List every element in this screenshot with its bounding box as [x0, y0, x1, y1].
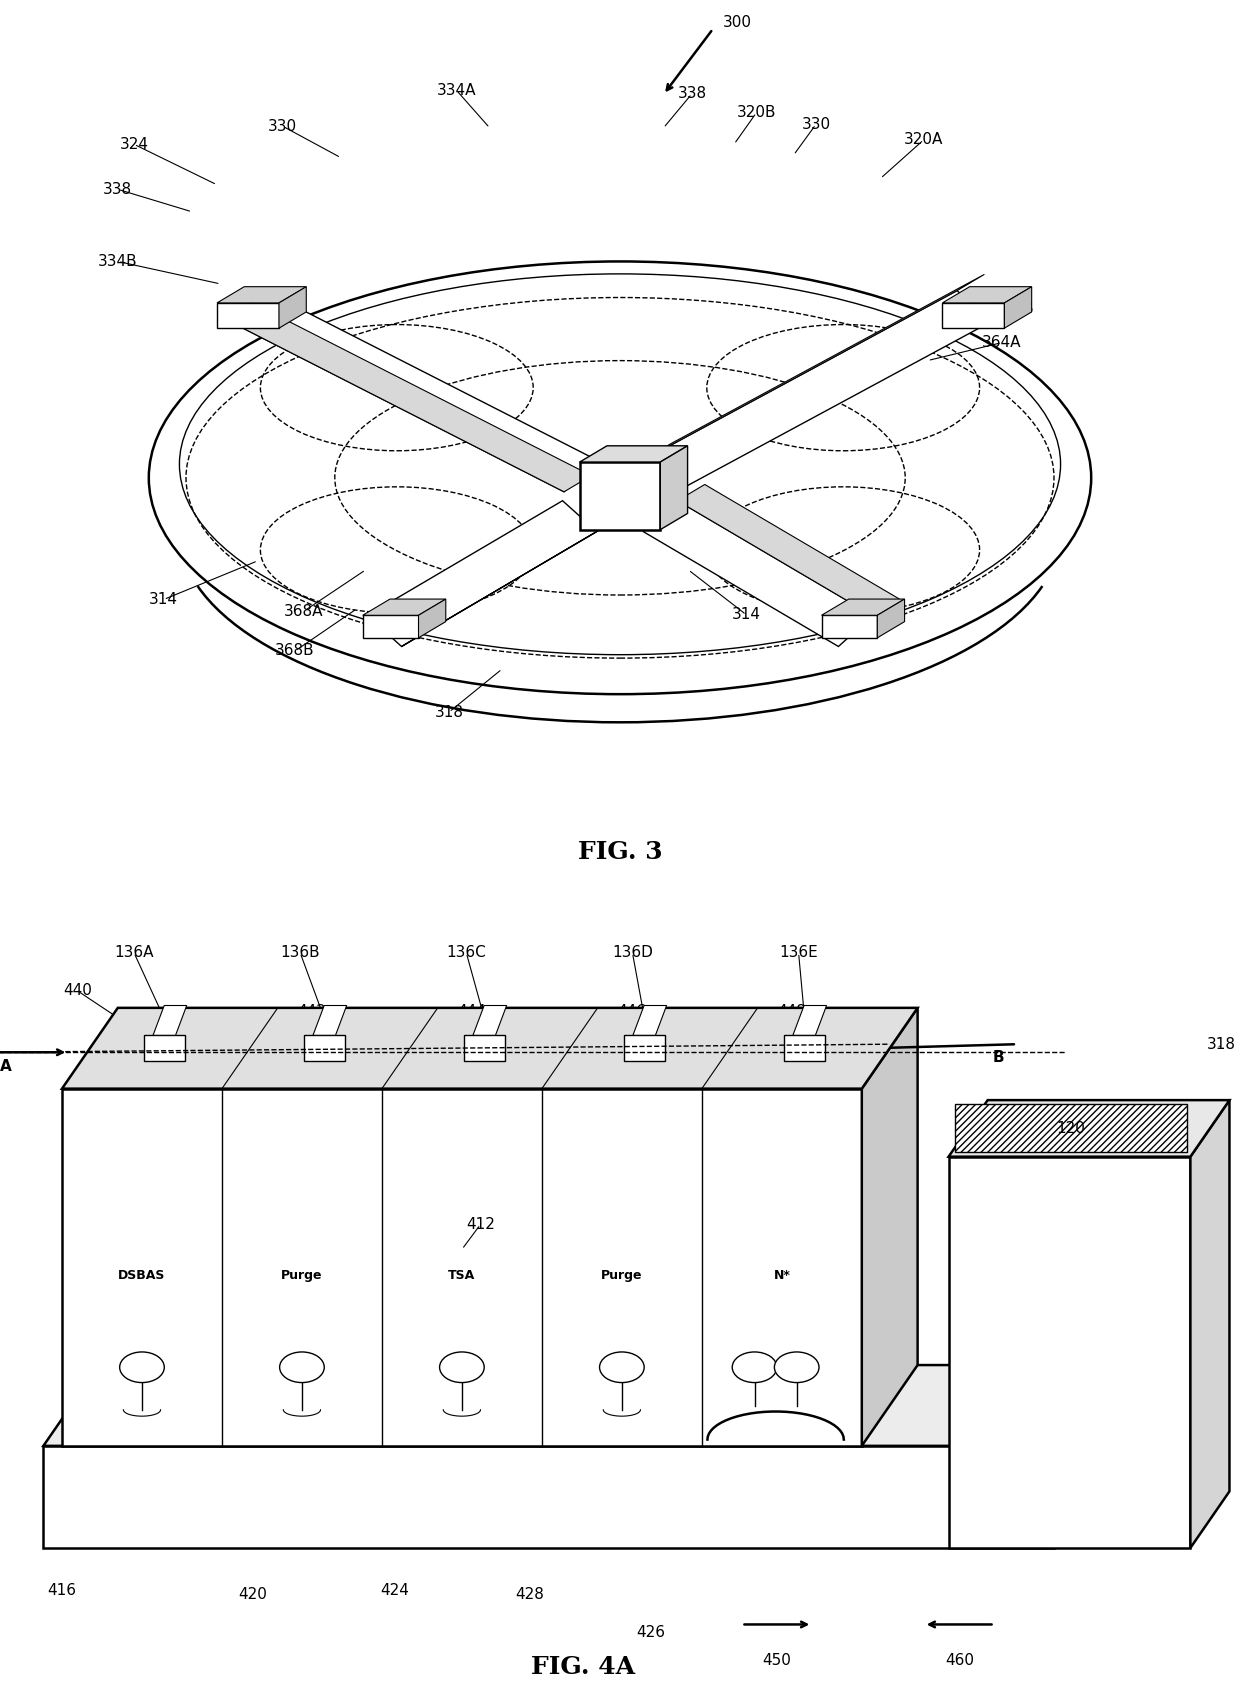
- Bar: [955, 1104, 1187, 1153]
- Text: 136E: 136E: [779, 946, 818, 959]
- Polygon shape: [217, 287, 306, 303]
- Text: A: A: [0, 1058, 12, 1073]
- Polygon shape: [580, 463, 660, 529]
- Polygon shape: [144, 1036, 185, 1061]
- Text: 428: 428: [515, 1587, 544, 1602]
- Polygon shape: [878, 599, 905, 638]
- Polygon shape: [580, 446, 687, 463]
- Text: 338: 338: [677, 87, 707, 102]
- Text: 330: 330: [268, 119, 298, 134]
- Text: 136C: 136C: [446, 946, 486, 959]
- Polygon shape: [362, 616, 419, 638]
- Text: 334A: 334A: [436, 83, 476, 97]
- Text: 426: 426: [636, 1626, 665, 1640]
- Polygon shape: [644, 274, 985, 459]
- Polygon shape: [624, 1036, 665, 1061]
- Polygon shape: [43, 1364, 1110, 1446]
- Text: Purge: Purge: [281, 1269, 322, 1283]
- Text: 314: 314: [732, 607, 761, 623]
- Text: 136B: 136B: [280, 946, 320, 959]
- Text: FIG. 3: FIG. 3: [578, 840, 662, 864]
- Polygon shape: [949, 1157, 1190, 1548]
- Polygon shape: [822, 599, 905, 616]
- Polygon shape: [279, 287, 306, 328]
- Polygon shape: [1004, 287, 1032, 328]
- Circle shape: [439, 1352, 484, 1383]
- Text: DSBAS: DSBAS: [118, 1269, 166, 1283]
- Polygon shape: [43, 1446, 1054, 1548]
- Polygon shape: [660, 446, 687, 529]
- Text: TSA: TSA: [449, 1269, 475, 1283]
- Polygon shape: [942, 287, 1032, 303]
- Text: 136A: 136A: [114, 946, 154, 959]
- Text: FIG. 4A: FIG. 4A: [531, 1655, 635, 1679]
- Polygon shape: [402, 515, 624, 646]
- Text: B: B: [992, 1051, 1004, 1065]
- Text: 364A: 364A: [982, 335, 1022, 350]
- Text: 136D: 136D: [613, 946, 652, 959]
- Text: 440: 440: [63, 983, 92, 998]
- Circle shape: [599, 1352, 645, 1383]
- Text: 320B: 320B: [737, 105, 776, 121]
- Text: 444: 444: [458, 1004, 486, 1019]
- Polygon shape: [472, 1005, 507, 1036]
- Polygon shape: [232, 291, 595, 492]
- Circle shape: [732, 1352, 776, 1383]
- Text: 324: 324: [119, 136, 149, 151]
- Polygon shape: [62, 1007, 918, 1089]
- Polygon shape: [677, 485, 900, 616]
- Text: 320A: 320A: [904, 133, 944, 148]
- Polygon shape: [949, 1101, 1229, 1157]
- Text: 450: 450: [761, 1653, 791, 1667]
- Polygon shape: [644, 291, 990, 492]
- Text: 314: 314: [149, 592, 179, 607]
- Text: 416: 416: [47, 1584, 77, 1597]
- Polygon shape: [362, 599, 446, 616]
- Polygon shape: [644, 500, 873, 646]
- Text: 446: 446: [618, 1004, 646, 1019]
- Text: 364B: 364B: [994, 301, 1034, 316]
- Polygon shape: [419, 599, 446, 638]
- Circle shape: [119, 1352, 164, 1383]
- Polygon shape: [792, 1005, 827, 1036]
- Polygon shape: [217, 303, 279, 328]
- Text: 318: 318: [1207, 1036, 1236, 1051]
- Circle shape: [279, 1352, 325, 1383]
- Polygon shape: [784, 1036, 825, 1061]
- Text: 368A: 368A: [284, 604, 324, 619]
- Polygon shape: [62, 1089, 862, 1446]
- Polygon shape: [232, 306, 591, 492]
- Text: 460: 460: [945, 1653, 975, 1667]
- Text: 120: 120: [1056, 1121, 1085, 1136]
- Text: 412: 412: [466, 1216, 495, 1232]
- Polygon shape: [822, 616, 878, 638]
- Text: 424: 424: [379, 1584, 409, 1597]
- Text: N*: N*: [774, 1269, 790, 1283]
- Text: 338: 338: [103, 182, 133, 197]
- Circle shape: [774, 1352, 818, 1383]
- Text: 318: 318: [434, 704, 464, 720]
- Text: 300: 300: [723, 15, 753, 31]
- Text: 334B: 334B: [98, 253, 138, 269]
- Polygon shape: [304, 1036, 345, 1061]
- Text: 448: 448: [777, 1004, 806, 1019]
- Polygon shape: [632, 1005, 667, 1036]
- Polygon shape: [1190, 1101, 1229, 1548]
- Polygon shape: [942, 303, 1004, 328]
- Text: Purge: Purge: [601, 1269, 642, 1283]
- Text: 330: 330: [801, 117, 831, 133]
- Text: 420: 420: [238, 1587, 268, 1602]
- Polygon shape: [153, 1005, 187, 1036]
- Text: 442: 442: [298, 1004, 326, 1019]
- Polygon shape: [367, 500, 596, 646]
- Text: 368B: 368B: [275, 643, 315, 658]
- Polygon shape: [1054, 1364, 1110, 1548]
- Polygon shape: [464, 1036, 505, 1061]
- Polygon shape: [862, 1007, 918, 1446]
- Polygon shape: [312, 1005, 347, 1036]
